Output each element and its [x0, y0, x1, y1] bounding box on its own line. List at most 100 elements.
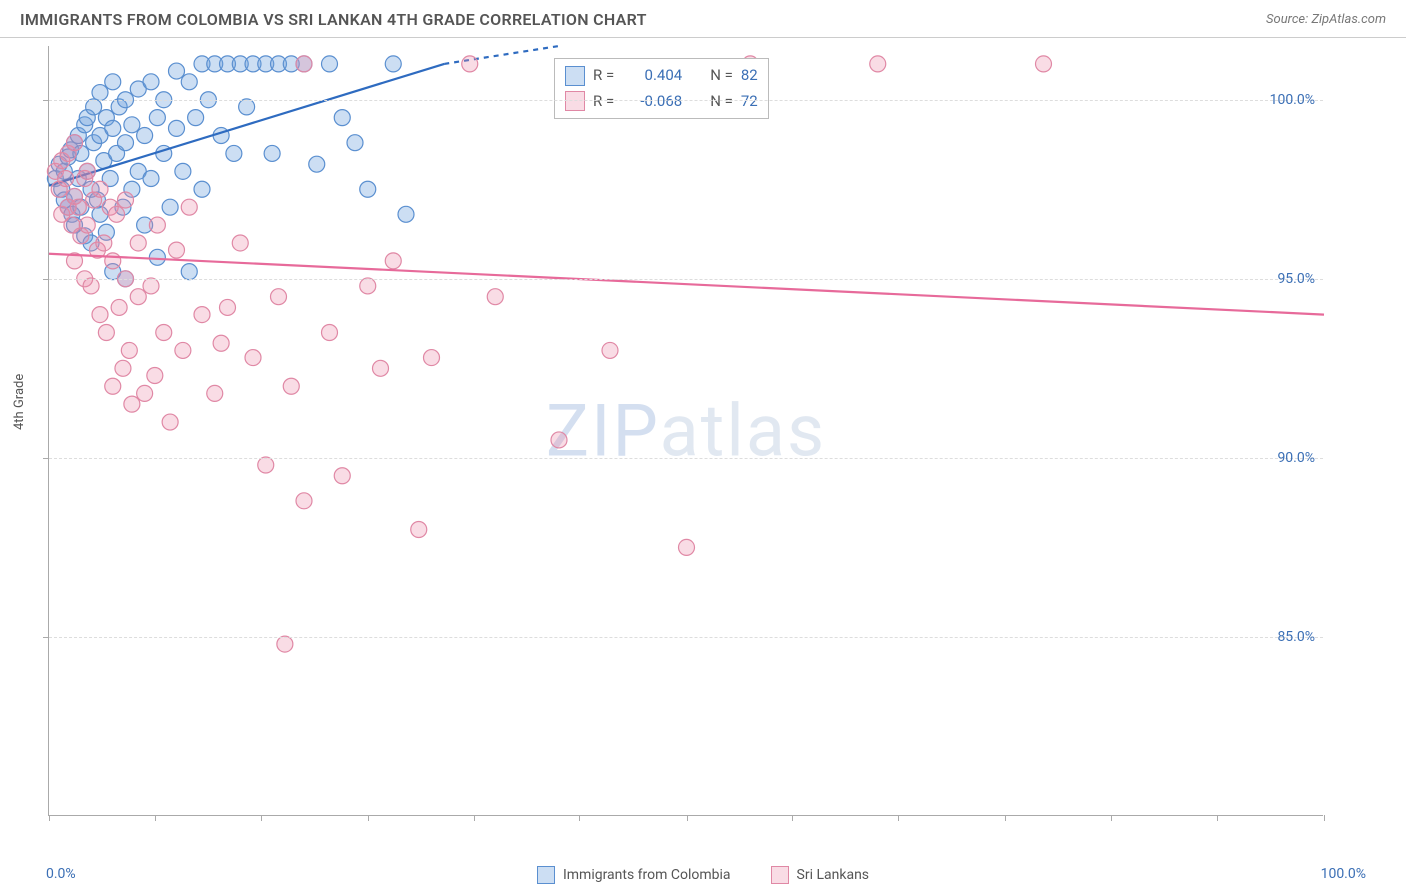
scatter-point [296, 56, 312, 72]
scatter-point [602, 342, 618, 358]
scatter-point [181, 74, 197, 90]
legend-label: Immigrants from Colombia [563, 867, 731, 883]
scatter-point [411, 521, 427, 537]
scatter-point [162, 414, 178, 430]
scatter-point [194, 307, 210, 323]
y-tick-label: 85.0% [1277, 629, 1315, 645]
scatter-point [143, 171, 159, 187]
chart-plot-area: ZIPatlas R =0.404N =82R =-0.068N =72 85.… [48, 46, 1323, 816]
legend-swatch [537, 866, 555, 884]
scatter-point [679, 539, 695, 555]
scatter-point [347, 135, 363, 151]
scatter-point [58, 171, 74, 187]
x-axis-tick [1217, 815, 1218, 821]
scatter-point [105, 120, 121, 136]
scatter-point [296, 493, 312, 509]
scatter-point [188, 110, 204, 126]
scatter-point [118, 192, 134, 208]
scatter-point [322, 325, 338, 341]
y-axis-tick [43, 458, 49, 459]
scatter-point [169, 242, 185, 258]
y-axis-tick [43, 100, 49, 101]
stats-n-label: N = [710, 89, 733, 115]
scatter-point [156, 325, 172, 341]
stats-r-value: -0.068 [622, 89, 682, 115]
scatter-point [96, 235, 112, 251]
scatter-point [373, 360, 389, 376]
scatter-point [130, 235, 146, 251]
scatter-point [385, 56, 401, 72]
legend-item: Sri Lankans [771, 866, 870, 884]
stats-n-value: 72 [741, 89, 758, 115]
scatter-point [111, 299, 127, 315]
y-tick-label: 90.0% [1277, 450, 1315, 466]
x-axis-tick [1111, 815, 1112, 821]
x-axis-tick [687, 815, 688, 821]
scatter-point [334, 110, 350, 126]
scatter-point [232, 235, 248, 251]
source-attribution: Source: ZipAtlas.com [1266, 12, 1386, 27]
scatter-point [277, 636, 293, 652]
scatter-point [271, 289, 287, 305]
scatter-point [239, 99, 255, 115]
grid-line [49, 279, 1323, 280]
scatter-point [83, 278, 99, 294]
scatter-point [86, 99, 102, 115]
scatter-point [124, 396, 140, 412]
x-axis-tick [1005, 815, 1006, 821]
trend-line [49, 254, 1324, 315]
scatter-point [162, 199, 178, 215]
grid-line [49, 458, 1323, 459]
x-axis-tick [898, 815, 899, 821]
stats-row: R =0.404N =82 [565, 63, 758, 89]
scatter-point [143, 278, 159, 294]
x-axis-tick [49, 815, 50, 821]
scatter-point [130, 289, 146, 305]
source-name: ZipAtlas.com [1311, 12, 1386, 27]
stats-swatch [565, 91, 585, 111]
y-axis-tick [43, 279, 49, 280]
y-tick-label: 100.0% [1270, 92, 1315, 108]
scatter-point [169, 63, 185, 79]
source-prefix: Source: [1266, 12, 1311, 27]
scatter-point [137, 385, 153, 401]
scatter-point [149, 249, 165, 265]
scatter-point [67, 135, 83, 151]
scatter-point [283, 378, 299, 394]
scatter-point [115, 360, 131, 376]
correlation-stats-box: R =0.404N =82R = -0.068 N = 72 [554, 58, 769, 119]
scatter-point [169, 120, 185, 136]
scatter-point [226, 145, 242, 161]
scatter-point [220, 299, 236, 315]
scatter-point [181, 264, 197, 280]
trend-line-dashed [444, 46, 559, 64]
scatter-point [258, 457, 274, 473]
x-axis-tick [792, 815, 793, 821]
scatter-point [149, 217, 165, 233]
scatter-point [92, 85, 108, 101]
y-axis-tick [43, 637, 49, 638]
scatter-point [105, 253, 121, 269]
scatter-point [334, 468, 350, 484]
scatter-svg [49, 46, 1323, 815]
scatter-point [143, 74, 159, 90]
scatter-point [360, 181, 376, 197]
scatter-point [105, 74, 121, 90]
scatter-point [385, 253, 401, 269]
stats-row: R =-0.068N =72 [565, 89, 758, 115]
scatter-point [98, 325, 114, 341]
scatter-point [462, 56, 478, 72]
stats-r-label: R = [593, 63, 614, 89]
scatter-point [870, 56, 886, 72]
scatter-point [322, 56, 338, 72]
scatter-point [118, 135, 134, 151]
x-axis-tick [1324, 815, 1325, 821]
y-axis-label: 4th Grade [12, 374, 27, 430]
scatter-point [79, 163, 95, 179]
scatter-point [424, 350, 440, 366]
x-axis-tick [155, 815, 156, 821]
chart-title: IMMIGRANTS FROM COLOMBIA VS SRI LANKAN 4… [20, 10, 647, 29]
x-axis-tick [579, 815, 580, 821]
scatter-point [1036, 56, 1052, 72]
scatter-point [264, 145, 280, 161]
